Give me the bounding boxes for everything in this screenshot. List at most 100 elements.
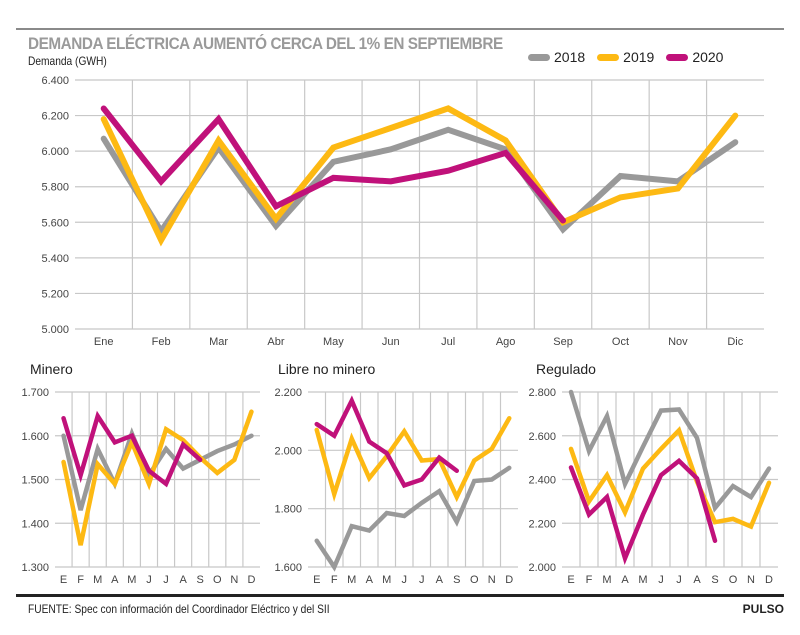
minero-xtick-label: E — [60, 574, 67, 586]
regulado-xtick-label: O — [729, 574, 738, 586]
libre-xtick-label: O — [470, 574, 479, 586]
minero-xtick-label: M — [93, 574, 102, 586]
libre-ytick-label: 1.600 — [274, 562, 302, 574]
main-xtick-label: Sep — [553, 336, 573, 348]
libre-xtick-label: A — [366, 574, 374, 586]
libre-xtick-label: E — [313, 574, 320, 586]
legend-item-2019: 2019 — [597, 49, 654, 65]
main-ytick-label: 6.000 — [41, 146, 69, 158]
regulado-series-2019 — [568, 426, 772, 530]
main-xtick-label: Jul — [441, 336, 455, 348]
main-ytick-label: 6.400 — [41, 75, 69, 87]
regulado-title: Regulado — [536, 361, 596, 377]
main-ytick-label: 6.200 — [41, 111, 69, 123]
main-ytick-label: 5.000 — [41, 324, 69, 336]
main-xtick-label: May — [323, 336, 344, 348]
legend-label-2018: 2018 — [554, 49, 586, 65]
regulado-xtick-label: A — [693, 574, 701, 586]
libre-series-2020 — [314, 395, 459, 489]
main-xtick-label: Mar — [209, 336, 228, 348]
main-xtick-label: Oct — [612, 336, 629, 348]
libre-xtick-label: J — [419, 574, 425, 586]
libre-xtick-label: A — [436, 574, 444, 586]
libre-ytick-label: 1.800 — [274, 504, 302, 516]
libre-xtick-label: N — [488, 574, 496, 586]
minero-series-2020 — [61, 410, 203, 488]
main-series-2019 — [100, 105, 739, 247]
legend: 2018 2019 2020 — [528, 49, 723, 65]
main-xtick-label: Feb — [152, 336, 171, 348]
minero-xtick-label: M — [127, 574, 136, 586]
libre-series-2019 — [314, 416, 512, 503]
main-xtick-label: Ago — [496, 336, 516, 348]
minero-xtick-label: D — [247, 574, 255, 586]
regulado-xtick-label: J — [658, 574, 664, 586]
legend-swatch-2018 — [528, 53, 550, 61]
main-series-2020 — [100, 105, 567, 224]
libre-xtick-label: F — [331, 574, 338, 586]
regulado-xtick-label: M — [638, 574, 647, 586]
legend-label-2019: 2019 — [623, 49, 655, 65]
libre-xtick-label: S — [453, 574, 460, 586]
regulado-xtick-label: F — [586, 574, 593, 586]
main-line-chart: 5.000 5.200 5.400 5.600 5.800 6.000 6.200 6.400… — [41, 75, 764, 348]
minero-xtick-label: N — [230, 574, 238, 586]
minero-xtick-label: J — [146, 574, 152, 586]
regulado-ytick-label: 2.800 — [528, 387, 556, 399]
libre-series-2018 — [314, 465, 512, 572]
main-xtick-label: Ene — [94, 336, 114, 348]
minero-ytick-label: 1.700 — [21, 387, 49, 399]
regulado-series-2018 — [568, 389, 772, 513]
minero-xtick-label: J — [163, 574, 169, 586]
libre-xtick-label: M — [382, 574, 391, 586]
regulado-xtick-label: J — [676, 574, 682, 586]
regulado-series-2020 — [568, 457, 718, 566]
main-xtick-label: Dic — [727, 336, 743, 348]
libre-xtick-label: J — [402, 574, 408, 586]
unit-label: Demanda (GWH) — [28, 54, 107, 68]
libre-xtick-label: M — [347, 574, 356, 586]
main-ytick-label: 5.200 — [41, 288, 69, 300]
minero-xtick-label: O — [213, 574, 222, 586]
minero-ytick-label: 1.500 — [21, 475, 49, 487]
regulado-xtick-label: A — [621, 574, 629, 586]
legend-swatch-2019 — [597, 53, 620, 61]
regulado-xtick-label: S — [711, 574, 718, 586]
minero-series-2019 — [61, 409, 254, 546]
regulado-xtick-label: M — [602, 574, 611, 586]
main-xtick-label: Jun — [382, 336, 400, 348]
brand-label: PULSO — [742, 602, 784, 616]
minero-xtick-label: A — [179, 574, 187, 586]
legend-item-2018: 2018 — [528, 49, 585, 65]
top-rule — [16, 28, 784, 30]
regulado-ytick-label: 2.600 — [528, 431, 556, 443]
source-note: FUENTE: Spec con información del Coordin… — [28, 602, 330, 616]
legend-swatch-2020 — [666, 53, 689, 61]
main-ytick-label: 5.400 — [41, 253, 69, 265]
minero-xtick-label: F — [77, 574, 84, 586]
minero-ytick-label: 1.400 — [21, 518, 49, 530]
main-xtick-label: Nov — [668, 336, 688, 348]
minero-title: Minero — [30, 361, 73, 377]
libre-ytick-label: 2.000 — [274, 445, 302, 457]
regulado-ytick-label: 2.200 — [528, 518, 556, 530]
legend-item-2020: 2020 — [666, 49, 723, 65]
regulado-ytick-label: 2.000 — [528, 562, 556, 574]
regulado-ytick-label: 2.400 — [528, 475, 556, 487]
bottom-rule — [16, 594, 784, 597]
minero-xtick-label: S — [197, 574, 204, 586]
libre-title: Libre no minero — [278, 361, 376, 377]
regulado-xtick-label: D — [765, 574, 773, 586]
chart-title: DEMANDA ELÉCTRICA AUMENTÓ CERCA DEL 1% E… — [28, 34, 503, 53]
regulado-xtick-label: E — [567, 574, 574, 586]
minero-ytick-label: 1.600 — [21, 431, 49, 443]
legend-label-2020: 2020 — [692, 49, 724, 65]
main-ytick-label: 5.600 — [41, 217, 69, 229]
regulado-xtick-label: N — [747, 574, 755, 586]
main-ytick-label: 5.800 — [41, 182, 69, 194]
libre-xtick-label: D — [505, 574, 513, 586]
minero-ytick-label: 1.300 — [21, 562, 49, 574]
